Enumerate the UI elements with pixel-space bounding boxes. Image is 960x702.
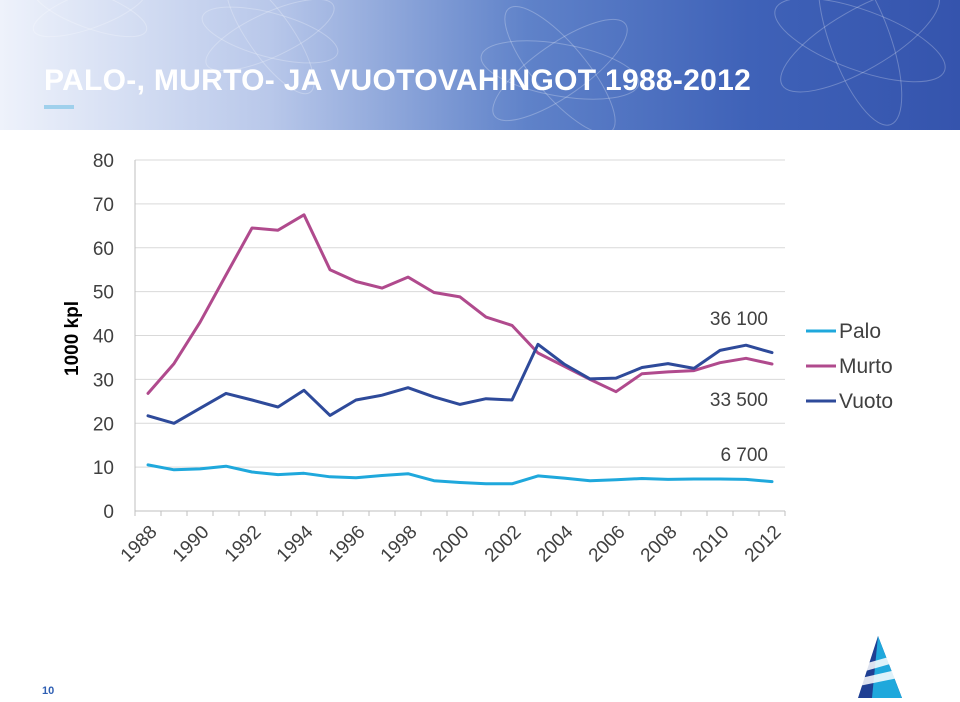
line-chart: 0 10 20 30 40 50 60 70 80 1988 1990 1992 1994 1996 19… [62, 151, 893, 567]
x-tick-label: 2006 [585, 522, 630, 567]
x-tick-label: 1992 [221, 522, 266, 567]
y-tick-label: 80 [93, 151, 114, 172]
y-tick-label: 70 [93, 195, 114, 216]
x-tick-label: 1998 [377, 522, 422, 567]
page-number: 10 [42, 685, 55, 697]
legend-label: Murto [839, 355, 893, 378]
chart-series [146, 213, 774, 486]
x-tick-label: 1994 [273, 521, 318, 566]
y-tick-label: 30 [93, 370, 114, 391]
data-label: 33 500 [710, 390, 768, 411]
x-axis: 1988 1990 1992 1994 1996 1998 2000 2002 2004 2006… [117, 510, 786, 567]
y-tick-label: 40 [93, 327, 114, 348]
chart-annotations: 36 100 33 500 6 700 [710, 309, 768, 466]
company-logo [858, 636, 902, 698]
title-accent-bar [44, 105, 74, 109]
data-label: 36 100 [710, 309, 768, 330]
slide-title: PALO-, MURTO- JA VUOTOVAHINGOT 1988-2012 [44, 64, 752, 97]
x-tick-label: 2004 [533, 521, 578, 566]
y-tick-label: 10 [93, 458, 114, 479]
series-line-murto [146, 213, 774, 395]
x-tick-label: 1996 [325, 522, 370, 567]
data-label: 6 700 [720, 445, 768, 466]
y-tick-label: 60 [93, 239, 114, 260]
x-tick-label: 1988 [117, 522, 162, 567]
series-line-vuoto [146, 342, 774, 425]
legend-label: Palo [839, 320, 881, 343]
header-decoration [32, 0, 946, 130]
x-tick-label: 2012 [741, 522, 786, 567]
y-tick-label: 50 [93, 283, 114, 304]
legend-label: Vuoto [839, 390, 893, 413]
x-tick-label: 2000 [429, 522, 474, 567]
slide-header: PALO-, MURTO- JA VUOTOVAHINGOT 1988-2012 [0, 0, 960, 130]
chart-gridlines [135, 159, 785, 512]
y-axis-label: 1000 kpl [62, 301, 83, 376]
x-tick-label: 2008 [637, 522, 682, 567]
x-tick-label: 2002 [481, 522, 526, 567]
series-line-palo [146, 463, 774, 486]
x-tick-label: 2010 [689, 522, 734, 567]
y-axis: 0 10 20 30 40 50 60 70 80 [93, 151, 136, 523]
y-tick-label: 20 [93, 414, 114, 435]
y-tick-label: 0 [103, 502, 114, 523]
x-tick-label: 1990 [169, 522, 214, 567]
chart-legend: Palo Murto Vuoto [806, 320, 893, 413]
